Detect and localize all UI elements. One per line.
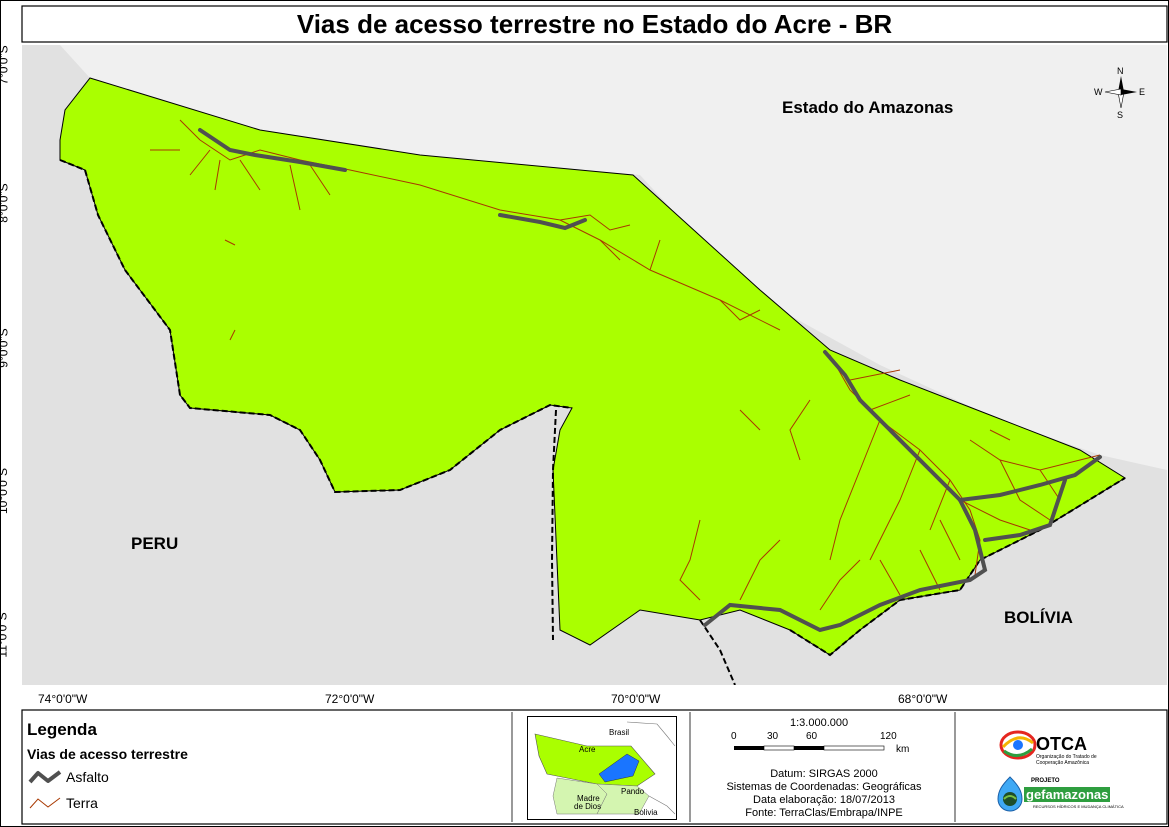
lat-tick: 10°0'0"S [0,467,11,515]
info-date: Data elaboração: 18/07/2013 [753,794,895,806]
legend-item-asfalto: Asfalto [66,769,109,785]
gef-logo-icon [997,776,1023,812]
inset-label-madre: Madre [577,794,600,803]
inset-label-dedios: de Dios [574,802,602,811]
amazonas-label: Estado do Amazonas [782,98,954,117]
otca-logo-subtitle: Organização do Tratado de Cooperação Ama… [1036,754,1097,766]
asphalt-roads [198,128,1102,633]
scale-tick: 120 [880,731,897,742]
lon-tick: 74°0'0"W [38,692,88,706]
legend-item-terra: Terra [66,795,98,811]
inset-label-brasil: Brasil [609,728,630,737]
legend-title: Legenda [27,720,97,739]
gef-logo-projeto: PROJETO [1031,778,1060,784]
otca-logo-text: OTCA [1036,734,1087,754]
lon-tick: 70°0'0"W [611,692,661,706]
scale-tick: 60 [806,731,818,742]
compass-n: N [1117,66,1124,76]
peru-border-vertical [550,409,557,641]
peru-border [59,159,573,494]
compass-w: W [1094,87,1103,97]
lat-tick: 8°0'0"S [0,183,11,223]
gef-logo-text: gefamazonas [1024,787,1111,802]
compass-s: S [1117,110,1124,120]
lat-tick: 9°0'0"S [0,328,11,368]
inset-label-acre: Acre [579,745,596,754]
peru-label: PERU [131,534,179,553]
scale-tick: 30 [767,731,779,742]
info-source: Fonte: TerraClas/Embrapa/INPE [745,807,903,819]
compass-e: E [1139,87,1146,97]
bolivia-border-south [699,619,736,685]
info-datum: Datum: SIRGAS 2000 [770,768,878,780]
inset-label-bolivia: Bolivia [634,808,658,817]
info-system: Sistemas de Coordenadas: Geográficas [726,781,922,793]
scale-ratio: 1:3.000.000 [790,717,849,729]
gef-logo-subtitle: RECURSOS HÍDRICOS E MUDANÇA CLIMÁTICA [1033,804,1124,809]
main-map[interactable] [22,45,1167,685]
lat-tick: 7°0'0"S [0,45,11,85]
scale-bar [734,745,885,751]
dirt-road-symbol-icon [29,797,61,809]
lon-tick: 68°0'0"W [898,692,948,706]
bolivia-border [789,477,1126,657]
bolivia-label: BOLÍVIA [1004,608,1073,627]
compass-icon [1104,76,1137,109]
legend-subtitle: Vias de acesso terrestre [27,746,188,762]
lon-tick: 72°0'0"W [325,692,375,706]
lat-tick: 11°0'0"S [0,612,10,658]
asphalt-symbol-icon [28,770,62,784]
scale-unit: km [896,744,910,755]
inset-label-pando: Pando [621,787,645,796]
inset-map [527,716,677,820]
scale-tick: 0 [731,731,737,742]
map-title: Vias de acesso terrestre no Estado do Ac… [296,9,893,39]
amazonas-state [60,45,1167,470]
otca-logo-icon [999,730,1037,760]
